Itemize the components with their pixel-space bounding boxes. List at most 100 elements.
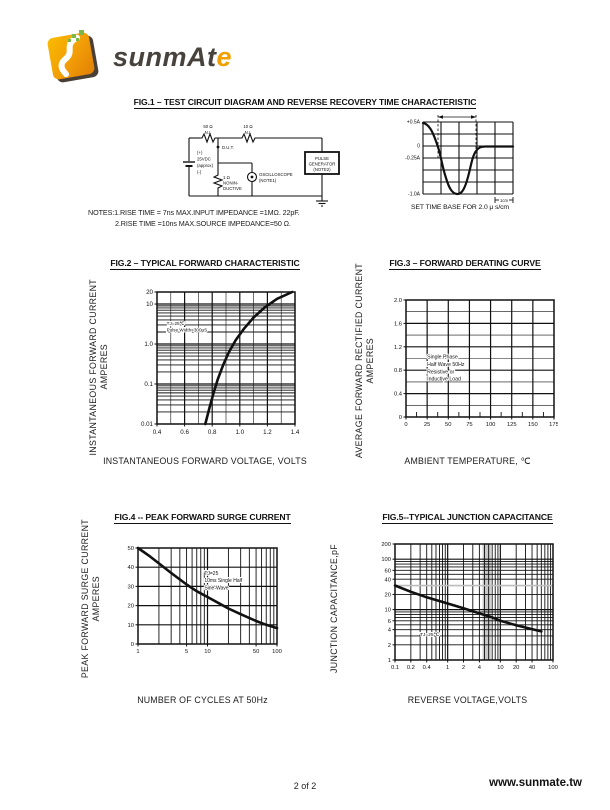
fig2-y-axis-title: INSTANTANEOUS FORWARD CURRENT AMPERES [84, 279, 112, 455]
y-tick-label: 0.01 [141, 421, 154, 428]
y-tick-label: 0 [399, 415, 402, 421]
scope-y-tick: -0.25A [405, 156, 420, 162]
scan-band [482, 544, 491, 660]
x-tick-label: 100 [486, 422, 496, 428]
x-tick-label: 4 [478, 665, 482, 671]
annotation-line: Inductive Load [427, 377, 461, 383]
circuit-label: (NOTE1) [259, 178, 277, 183]
x-tick-label: 2 [462, 665, 465, 671]
recovery-curve [421, 121, 515, 196]
x-tick-label: 125 [507, 422, 517, 428]
fig2-ylabel-line1: INSTANTANEOUS FORWARD CURRENT [87, 278, 98, 456]
fig4-chart: 1 5 10 50 100 0 10 20 30 40 50 TJ=25 10ms Single Hal… [110, 540, 285, 675]
annotation-line: TJ=25℃ [167, 321, 186, 326]
y-tick-label: 200 [381, 542, 391, 548]
y-tick-label: 1.6 [394, 321, 402, 327]
annotation-line: TJ=25 [204, 571, 218, 577]
circuit-label: GENERATOR [309, 162, 336, 167]
x-tick-label: 1.2 [263, 429, 272, 436]
curve-surge-current [136, 546, 279, 630]
y-tick-label: 4 [388, 628, 392, 634]
x-tick-label: 0.6 [180, 429, 189, 436]
fig1-title: FIG.1 – TEST CIRCUIT DIAGRAM AND REVERSE… [133, 97, 477, 109]
y-tick-label: 1.0 [144, 341, 153, 348]
x-tick-label: 175 [549, 422, 558, 428]
y-tick-label: 20 [128, 604, 134, 610]
scope-y-tick: 0 [417, 144, 420, 150]
scope-y-tick: -1.0A [408, 192, 421, 198]
x-tick-label: 0.2 [407, 665, 415, 671]
annotation-line: Pulse Width<300μS [167, 328, 208, 333]
x-tick-label: 25 [424, 422, 430, 428]
y-tick-label: 10 [385, 608, 391, 614]
brand-main: sunmAt [113, 42, 217, 72]
x-tick-label: 1 [446, 665, 449, 671]
x-tick-label: 50 [445, 422, 451, 428]
x-tick-label: 10 [204, 649, 210, 655]
fig3-chart-svg: 0 25 50 75 100 125 150 175 0 0.4 0.8 1.2 1.6 2.0 Singl… [394, 298, 559, 428]
fig2-x-axis-title: INSTANTANEOUS FORWARD VOLTAGE, VOLTS [103, 456, 307, 466]
fig4-title: FIG.4 -- PEAK FORWARD SURGE CURRENT [114, 512, 291, 524]
y-tick-label: 2.0 [394, 298, 402, 304]
y-tick-label: 6 [388, 619, 391, 625]
footer-website: www.sunmate.tw [489, 777, 582, 789]
fig3-ylabel-line1: AVERAGE FORWARD RECTIFIED CURRENT [353, 263, 364, 459]
y-tick-label: 0.4 [394, 392, 403, 398]
fig2-chart: 0.4 0.6 0.8 1.0 1.2 1.4 20 10 1.0 0.1 0.01 TJ=25℃ Pu… [115, 284, 305, 457]
y-tick-label: 40 [128, 565, 134, 571]
fig4-ylabel-line1: PEAK FORWARD SURGE CURRENT [79, 519, 90, 679]
cm-label: 1cm [500, 198, 508, 203]
fig5-chart: 0.1 0.2 0.4 1 2 4 10 20 40 100 200 100 60 40 20 10 6 4 2 1 T… [365, 538, 560, 683]
brand-wordmark: sunmAte [113, 42, 232, 73]
y-tick-label: 0.8 [394, 368, 402, 374]
fig1-notes: NOTES:1.RISE TIME = 7ns MAX.INPUT IMPEDA… [88, 208, 300, 229]
fig5-ylabel-line1: JUNCTION CAPACITANCE,pF [329, 543, 339, 673]
x-tick-label: 0.8 [208, 429, 217, 436]
fig5-chart-svg: 0.1 0.2 0.4 1 2 4 10 20 40 100 200 100 60 40 20 10 6 4 2 1 T… [381, 542, 558, 671]
fig4-y-axis-title: PEAK FORWARD SURGE CURRENT AMPERES [76, 518, 104, 680]
x-tick-label: 150 [528, 422, 538, 428]
brand-accent: e [216, 42, 233, 72]
y-tick-label: 1 [388, 658, 391, 664]
reverse-recovery-waveform: +0.5A 0 -0.25A -1.0A 1cm [393, 108, 525, 213]
y-tick-label: 2 [388, 643, 391, 649]
fig3-chart: 0 25 50 75 100 125 150 175 0 0.4 0.8 1.2 1.6 2.0 Singl… [378, 290, 559, 445]
circuit-label: (NOTE2) [313, 167, 331, 172]
annotation-line: Half Wave 50Hz [427, 362, 465, 368]
fig3-x-axis-title: AMBIENT TEMPERATURE, ℃ [404, 456, 531, 466]
x-tick-label: 100 [272, 649, 282, 655]
x-tick-label: 40 [529, 665, 535, 671]
y-tick-label: 50 [128, 546, 134, 552]
y-tick-label: 20 [385, 592, 391, 598]
y-tick-label: 100 [381, 557, 391, 563]
x-tick-label: 20 [513, 665, 519, 671]
note-line-1: NOTES:1.RISE TIME = 7ns MAX.INPUT IMPEDA… [88, 208, 300, 217]
x-tick-label: 0.4 [423, 665, 432, 671]
x-tick-label: 5 [185, 649, 188, 655]
fig3-title: FIG.3 – FORWARD DERATING CURVE [389, 258, 541, 270]
circuit-label: 50 Ω [203, 124, 213, 129]
curve-forward-characteristic [204, 290, 294, 426]
y-tick-label: 0.1 [144, 381, 153, 388]
x-tick-label: 1.4 [291, 429, 300, 436]
circuit-label: 10 Ω [243, 124, 253, 129]
y-tick-label: 30 [128, 584, 134, 590]
circuit-label: OSCILLOSCOPE [259, 172, 293, 177]
circuit-label: D.U.T. [222, 145, 234, 150]
circuit-svg: 50 ΩN.I.10 ΩN.I.(+)25VDC(approx)(-)D.U.T… [183, 124, 340, 207]
y-tick-label: 20 [146, 289, 153, 296]
waveform-svg: +0.5A 0 -0.25A -1.0A 1cm [405, 115, 515, 203]
test-circuit-diagram: 50 Ω N.I. 10 Ω N.I. (+) 25VDC (approx) (-) D.U.T… [168, 113, 383, 215]
footer-page-number: 2 of 2 [293, 781, 317, 791]
x-tick-label: 1.0 [235, 429, 244, 436]
pulse-generator-box [304, 151, 340, 175]
circuit-label: 25VDC [197, 157, 211, 162]
x-tick-label: 50 [253, 649, 259, 655]
annotation-line: Resistive or [427, 369, 454, 375]
circuit-label: NONIN- [223, 181, 239, 186]
circuit-label: (+) [197, 150, 203, 155]
fig3-ylabel-line2: AMPERES [364, 338, 375, 384]
fig2-ylabel-line2: AMPERES [98, 344, 109, 390]
fig2-chart-svg: 0.4 0.6 0.8 1.0 1.2 1.4 20 10 1.0 0.1 0.01 TJ=25℃ Pu… [141, 289, 300, 436]
